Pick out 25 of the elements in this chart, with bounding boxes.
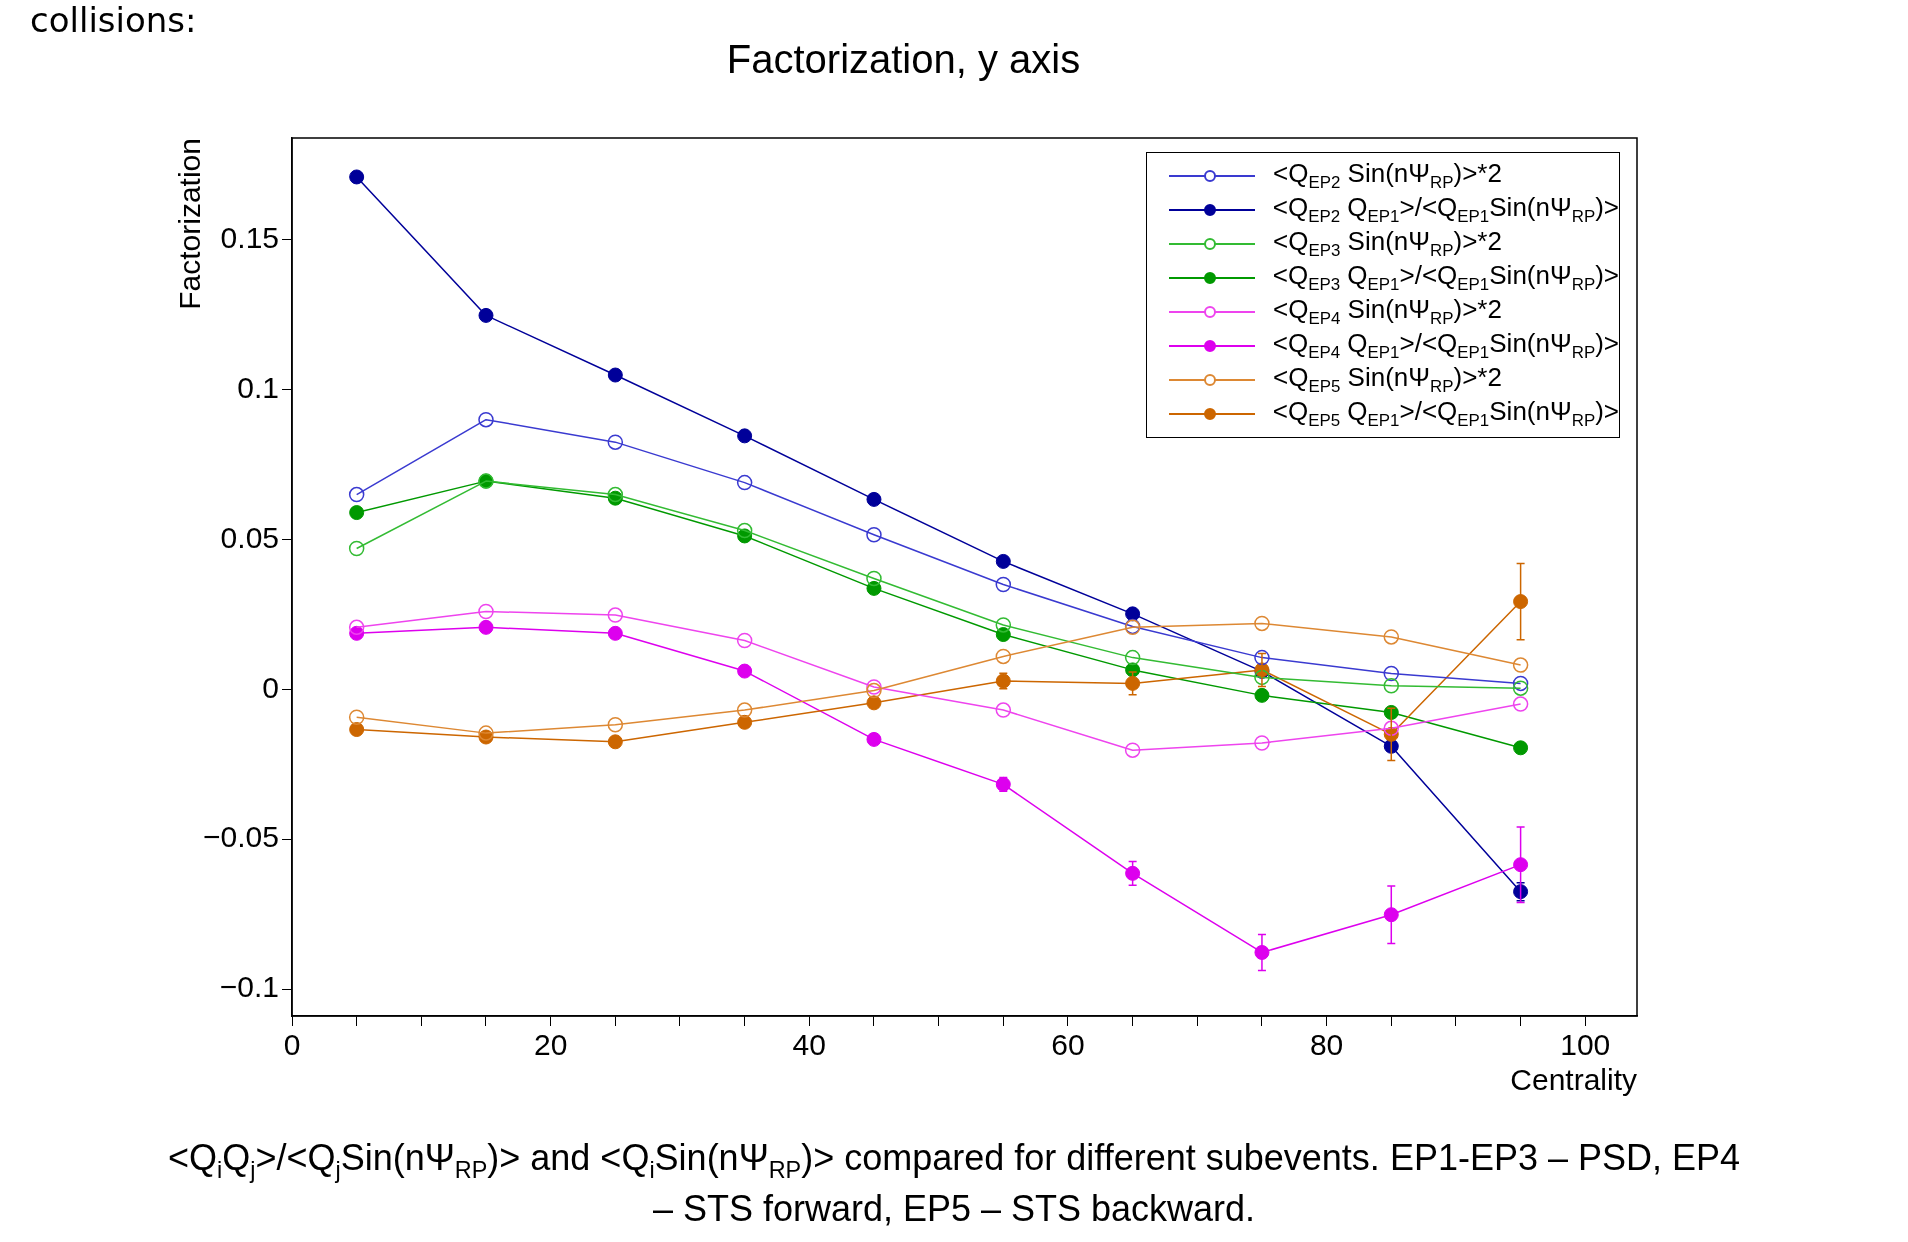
text: <Q$_{EP4}$ Q$_{EP1}$>/<Q$_{EP1}$Sin(nΨ$_{RP}$)> — [1272, 328, 1619, 363]
chart-title: Factorization, y axis — [726, 37, 1081, 82]
y-tick-label: 0.15 — [220, 221, 279, 255]
text: <Q$_{EP2}$ Q$_{EP1}$>/<Q$_{EP1}$Sin(nΨ$_{RP}$)> — [1272, 192, 1619, 227]
x-tick-label: 0 — [283, 1028, 301, 1062]
text: <Q$_{EP5}$ Q$_{EP1}$>/<Q$_{EP1}$Sin(nΨ$_{RP}$)> — [1272, 396, 1619, 431]
text: <Q$_{EP3}$ Q$_{EP1}$>/<Q$_{EP1}$Sin(nΨ$_{RP}$)> — [1272, 260, 1619, 295]
legend-label: <Q$_{EP5}$ Sin(nΨ$_{RP}$)>*2 — [1273, 362, 1502, 398]
y-tick-label: −0.1 — [219, 970, 279, 1004]
y-tick-label: 0 — [262, 670, 279, 704]
y-tick-label: 0.05 — [220, 520, 279, 554]
legend-label: <Q$_{EP2}$ Sin(nΨ$_{RP}$)>*2 — [1273, 158, 1502, 194]
x-tick-label: 60 — [1051, 1028, 1085, 1062]
x-axis-title: Centrality — [1510, 1063, 1637, 1097]
text: <Q$_{i}$Q$_{j}$>/<Q$_{j}$Sin(nΨ$_{RP}$)> and <Q$_{i}$Sin(nΨ$_{RP}$)> compared for different subevents. EP1-EP3 – PSD, EP4 – STS forward, EP5 – STS backward. — [167, 1137, 1741, 1229]
y-axis-title: Factorization — [173, 138, 207, 310]
x-tick-label: 80 — [1309, 1028, 1344, 1062]
text: collisions: — [30, 0, 197, 40]
x-tick-label: 40 — [792, 1028, 826, 1062]
legend-label: <Q$_{EP4}$ Sin(nΨ$_{RP}$)>*2 — [1273, 294, 1502, 330]
legend-label: <Q$_{EP3}$ Sin(nΨ$_{RP}$)>*2 — [1273, 226, 1502, 262]
y-tick-label: 0.1 — [237, 370, 279, 404]
y-tick-label: −0.05 — [203, 820, 279, 854]
x-tick-label: 100 — [1560, 1028, 1611, 1062]
x-tick-label: 20 — [533, 1028, 568, 1062]
